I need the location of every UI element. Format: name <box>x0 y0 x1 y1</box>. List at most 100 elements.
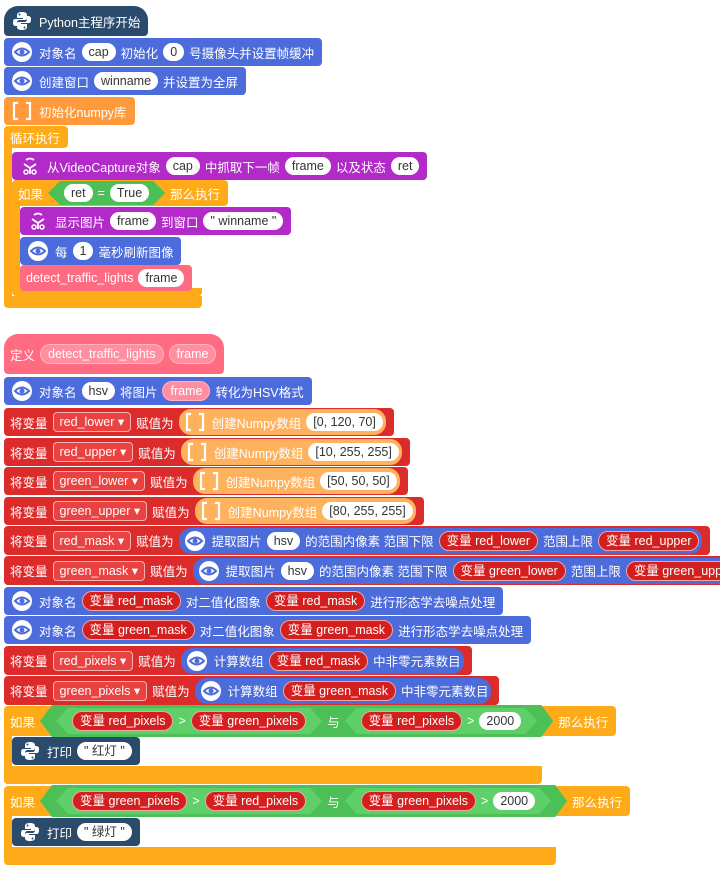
input-pill[interactable]: 2000 <box>479 712 521 730</box>
variable-pill[interactable]: 变量 red_lower <box>438 530 538 551</box>
code-block[interactable]: 将变量 red_upper ▾ 赋值为 创建Numpy数组 [10, 255, 255] <box>4 438 410 466</box>
code-block[interactable]: 打印 " 绿灯 " <box>12 818 140 846</box>
variable-pill[interactable]: 变量 green_mask <box>282 680 396 701</box>
inner-block[interactable]: 计算数组 变量 green_mask 中非零元素数目 <box>194 677 492 704</box>
variable-pill[interactable]: 变量 green_pixels <box>361 791 476 811</box>
code-block[interactable]: Python主程序开始 <box>4 6 149 36</box>
variable-pill[interactable]: 变量 red_mask <box>268 650 369 671</box>
condition[interactable]: 变量 green_pixels > 变量 red_pixels <box>56 788 322 814</box>
variable-pill[interactable]: 变量 green_upper <box>625 560 720 581</box>
input-pill[interactable]: True <box>110 184 149 202</box>
icon <box>18 821 42 843</box>
variable-pill[interactable]: 变量 red_upper <box>598 530 700 551</box>
variable-pill[interactable]: 变量 green_mask <box>279 620 394 640</box>
code-block[interactable]: 将变量 green_lower ▾ 赋值为 创建Numpy数组 [50, 50, 50] <box>4 467 408 495</box>
input-pill[interactable]: [80, 255, 255] <box>322 502 413 520</box>
variable-pill[interactable]: 变量 red_pixels <box>72 711 173 731</box>
code-block[interactable]: 对象名 变量 green_mask 对二值化图象 变量 green_mask 进行形态学… <box>4 616 532 644</box>
inner-block[interactable]: 提取图片 hsv 的范围内像素 范围下限 变量 green_lower 范围上限 变量 g… <box>192 557 720 584</box>
code-block[interactable]: 循环执行 <box>4 126 69 148</box>
input-pill[interactable]: cap <box>81 43 116 61</box>
input-pill[interactable]: ret <box>390 157 420 175</box>
input-pill[interactable]: hsv <box>81 382 115 400</box>
condition[interactable]: 变量 red_pixels >2000 <box>345 708 538 734</box>
code-block[interactable]: 将变量 red_lower ▾ 赋值为 创建Numpy数组 [0, 120, 70] <box>4 408 394 436</box>
code-block[interactable]: 每 1 毫秒刷新图像 <box>20 237 182 265</box>
label: 创建Numpy数组 <box>213 446 304 461</box>
code-block[interactable]: 对象名 cap 初始化 0 号摄像头并设置帧缓冲 <box>4 38 323 66</box>
code-block[interactable]: 从VideoCapture对象 cap 中抓取下一帧 frame 以及状态 ret <box>12 152 428 180</box>
variable-pill[interactable]: 变量 red_pixels <box>205 791 306 811</box>
variable-pill[interactable]: 变量 green_pixels <box>72 791 187 811</box>
dropdown[interactable]: green_mask ▾ <box>52 560 146 581</box>
icon <box>10 100 34 122</box>
dropdown[interactable]: red_lower ▾ <box>52 412 132 432</box>
condition[interactable]: 变量 green_pixels >2000 <box>345 788 551 814</box>
code-block[interactable]: 定义 detect_traffic_lights frame <box>4 334 225 374</box>
code-block[interactable]: 对象名 hsv 将图片 frame 转化为HSV格式 <box>4 377 312 405</box>
condition[interactable]: 变量 green_pixels > 变量 red_pixels 与变量 green_p… <box>40 785 567 817</box>
label: 毫秒刷新图像 <box>98 245 174 260</box>
code-block[interactable]: detect_traffic_lights frame <box>20 265 193 291</box>
condition[interactable]: 变量 red_pixels > 变量 green_pixels <box>56 708 322 734</box>
dropdown[interactable]: green_lower ▾ <box>52 471 146 491</box>
dropdown[interactable]: red_upper ▾ <box>52 442 134 462</box>
dropdown[interactable]: green_upper ▾ <box>52 501 148 521</box>
dropdown[interactable]: green_pixels ▾ <box>52 680 148 701</box>
variable-pill[interactable]: 变量 green_pixels <box>191 711 306 731</box>
input-pill[interactable]: 2000 <box>493 792 535 810</box>
code-block[interactable]: 如果 变量 green_pixels > 变量 red_pixels 与变量 green… <box>4 785 631 817</box>
input-pill[interactable]: hsv <box>266 531 301 550</box>
code-block[interactable]: 创建窗口 winname 并设置为全屏 <box>4 67 247 95</box>
code-block[interactable]: 打印 " 红灯 " <box>12 737 140 765</box>
input-pill[interactable]: [50, 50, 50] <box>320 472 397 490</box>
code-block[interactable]: 显示图片 frame 到窗口 " winname " <box>20 207 292 235</box>
param-pill[interactable]: frame <box>168 344 217 364</box>
param-pill[interactable]: frame <box>162 381 211 401</box>
input-pill[interactable]: frame <box>284 157 331 175</box>
code-block[interactable]: 将变量 green_mask ▾ 赋值为 提取图片 hsv 的范围内像素 范围下限 变量 g… <box>4 556 720 585</box>
inner-block[interactable]: 提取图片 hsv 的范围内像素 范围下限 变量 red_lower 范围上限 变量 red… <box>178 527 703 554</box>
variable-pill[interactable]: 变量 red_mask <box>265 591 366 611</box>
input-pill[interactable]: frame <box>110 212 156 230</box>
c-block-arm <box>4 734 12 784</box>
inner-block[interactable]: 计算数组 变量 red_mask 中非零元素数目 <box>180 647 464 674</box>
input-pill[interactable]: cap <box>165 157 200 175</box>
code-block[interactable]: 对象名 变量 red_mask 对二值化图象 变量 red_mask 进行形态学去噪点处… <box>4 587 504 615</box>
input-pill[interactable]: [0, 120, 70] <box>306 413 383 431</box>
param-pill[interactable]: detect_traffic_lights <box>40 344 164 364</box>
code-block[interactable]: 将变量 red_mask ▾ 赋值为 提取图片 hsv 的范围内像素 范围下限 变量 red… <box>4 526 711 555</box>
code-block[interactable]: 将变量 red_pixels ▾ 赋值为 计算数组 变量 red_mask 中非零元素数目 <box>4 646 472 675</box>
condition[interactable]: ret = True <box>48 181 165 205</box>
dropdown[interactable]: red_mask ▾ <box>52 530 132 551</box>
inner-block[interactable]: 创建Numpy数组 [0, 120, 70] <box>178 409 386 435</box>
code-block[interactable]: 如果 ret = True 那么执行 <box>12 180 229 206</box>
code-block[interactable]: 初始化numpy库 <box>4 97 135 125</box>
code-block[interactable]: 将变量 green_upper ▾ 赋值为 创建Numpy数组 [80, 255, 25… <box>4 497 424 525</box>
variable-pill[interactable]: 变量 red_pixels <box>361 711 462 731</box>
variable-pill[interactable]: 变量 red_mask <box>81 591 181 611</box>
label: > <box>467 714 475 728</box>
input-pill[interactable]: [10, 255, 255] <box>308 443 399 461</box>
label: 对象名 <box>39 595 77 610</box>
code-block[interactable]: 如果 变量 red_pixels > 变量 green_pixels 与变量 red_p… <box>4 705 617 737</box>
input-pill[interactable]: frame <box>138 269 185 287</box>
input-pill[interactable]: 0 <box>163 43 185 61</box>
variable-pill[interactable]: 变量 green_lower <box>452 560 566 581</box>
input-pill[interactable]: " 绿灯 " <box>77 823 132 841</box>
inner-block[interactable]: 创建Numpy数组 [80, 255, 255] <box>194 498 416 524</box>
input-pill[interactable]: winname <box>94 72 159 90</box>
label: 从VideoCapture对象 <box>47 160 161 175</box>
code-block[interactable]: 将变量 green_pixels ▾ 赋值为 计算数组 变量 green_mask 中非零… <box>4 676 500 705</box>
inner-block[interactable]: 创建Numpy数组 [10, 255, 255] <box>180 439 402 465</box>
dropdown[interactable]: red_pixels ▾ <box>52 650 134 671</box>
inner-block[interactable]: 创建Numpy数组 [50, 50, 50] <box>192 468 400 494</box>
input-pill[interactable]: " winname " <box>203 212 284 230</box>
variable-pill[interactable]: 变量 green_mask <box>81 620 195 640</box>
input-pill[interactable]: 1 <box>72 242 94 260</box>
label: 进行形态学去噪点处理 <box>398 624 524 639</box>
input-pill[interactable]: ret <box>64 184 93 202</box>
condition[interactable]: 变量 red_pixels > 变量 green_pixels 与变量 red_pix… <box>40 705 553 737</box>
input-pill[interactable]: hsv <box>280 561 315 580</box>
input-pill[interactable]: " 红灯 " <box>77 742 132 760</box>
